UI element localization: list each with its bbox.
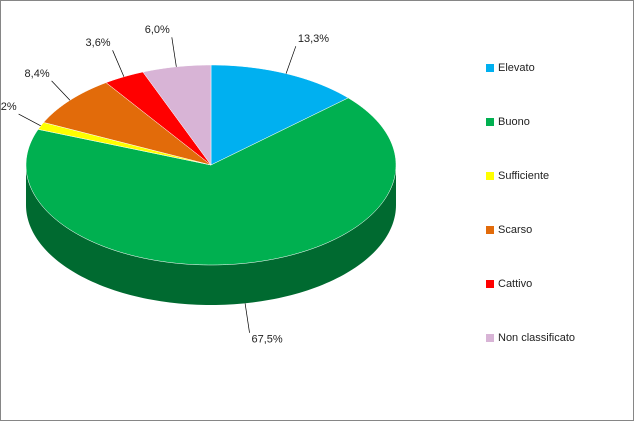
leader-line	[112, 50, 125, 77]
data-label: 13,3%	[298, 33, 329, 45]
data-label: 3,6%	[86, 37, 111, 49]
legend-label: Cattivo	[498, 278, 532, 290]
legend-swatch	[486, 172, 494, 180]
leader-line	[171, 37, 177, 67]
leader-line	[244, 303, 250, 333]
leader-line	[285, 46, 297, 74]
leader-line	[18, 113, 41, 127]
legend-label: Scarso	[498, 224, 532, 236]
legend-label: Buono	[498, 116, 530, 128]
data-label: 6,0%	[145, 24, 170, 36]
legend-label: Sufficiente	[498, 170, 549, 182]
leader-line	[51, 80, 71, 101]
slice	[25, 97, 397, 266]
data-label: 67,5%	[252, 334, 283, 346]
data-label: 1,2%	[0, 101, 17, 113]
legend-label: Non classificato	[498, 332, 575, 344]
legend-label: Elevato	[498, 62, 535, 74]
legend-swatch	[486, 118, 494, 126]
slice-side	[26, 165, 396, 305]
legend-swatch	[486, 226, 494, 234]
legend-swatch	[486, 334, 494, 342]
data-label: 8,4%	[25, 68, 50, 80]
legend-swatch	[486, 64, 494, 72]
legend-swatch	[486, 280, 494, 288]
